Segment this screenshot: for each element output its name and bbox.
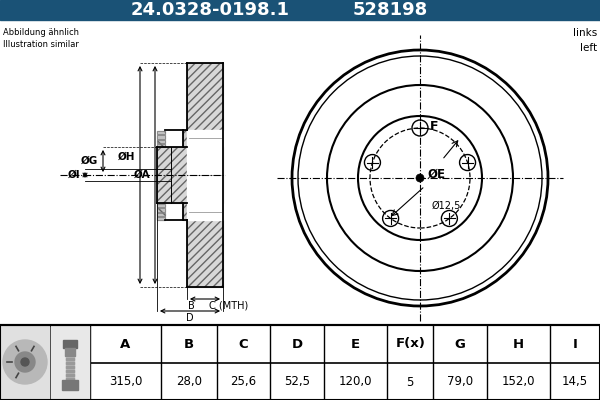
Bar [157,135,165,138]
Text: H: H [513,338,524,350]
Bar [66,362,74,364]
Text: links
left: links left [573,28,597,53]
Text: 315,0: 315,0 [109,376,142,388]
Text: E: E [351,338,360,350]
Bar [157,144,165,147]
Bar [157,131,165,134]
Bar [51,326,89,399]
Bar [183,203,187,220]
Circle shape [416,174,424,182]
Bar [66,366,74,368]
Bar [183,130,187,147]
Bar [66,374,74,376]
Bar [0,325,600,400]
Bar [157,212,165,216]
Text: B: B [188,301,195,311]
Bar [157,131,165,134]
Text: 152,0: 152,0 [502,376,535,388]
Text: F(x): F(x) [395,338,425,350]
Text: G: G [455,338,466,350]
Text: 28,0: 28,0 [176,376,202,388]
Bar [157,212,165,216]
Text: ØI: ØI [67,170,80,180]
Bar [157,217,165,220]
Text: ØE: ØE [428,168,446,180]
Text: D: D [186,313,194,323]
Bar [183,203,187,220]
Text: Abbildung ähnlich
Illustration similar: Abbildung ähnlich Illustration similar [3,28,79,49]
Text: 528198: 528198 [352,1,428,19]
Circle shape [3,340,47,384]
Text: Ø12,5: Ø12,5 [432,201,461,211]
Bar [157,204,165,207]
Bar [66,358,74,360]
Text: 25,6: 25,6 [230,376,257,388]
Text: ØH: ØH [118,152,135,162]
Text: F: F [430,120,439,132]
Bar [187,220,223,287]
Circle shape [21,358,29,366]
Bar [66,356,74,380]
Bar [0,20,600,325]
Bar [157,135,165,138]
Text: B: B [184,338,194,350]
Bar [66,378,74,380]
Bar [187,130,223,220]
Bar [1,326,49,399]
Bar [63,340,77,348]
Bar [157,147,223,203]
Bar [157,140,165,143]
Bar [62,380,78,390]
Bar [0,0,600,20]
Text: A: A [121,338,131,350]
Text: 24.0328-0198.1: 24.0328-0198.1 [131,1,290,19]
Bar [0,325,600,400]
Text: 14,5: 14,5 [562,376,588,388]
Text: ØG: ØG [81,156,98,166]
Bar [157,208,165,212]
Bar [65,348,75,356]
Bar [187,63,223,130]
Text: I: I [572,338,578,350]
Bar [183,130,187,147]
Bar [66,370,74,372]
Circle shape [15,352,35,372]
Text: C (MTH): C (MTH) [209,301,248,311]
Bar [157,217,165,220]
Text: D: D [292,338,302,350]
Bar [157,147,223,203]
Bar [187,220,223,287]
Text: 5: 5 [407,376,414,388]
Bar [157,140,165,143]
Bar [157,144,165,147]
Text: 120,0: 120,0 [339,376,373,388]
Bar [187,63,223,130]
Text: ØA: ØA [133,170,150,180]
Text: 79,0: 79,0 [447,376,473,388]
Text: 52,5: 52,5 [284,376,310,388]
Bar [157,208,165,212]
Text: C: C [239,338,248,350]
Bar [157,204,165,207]
